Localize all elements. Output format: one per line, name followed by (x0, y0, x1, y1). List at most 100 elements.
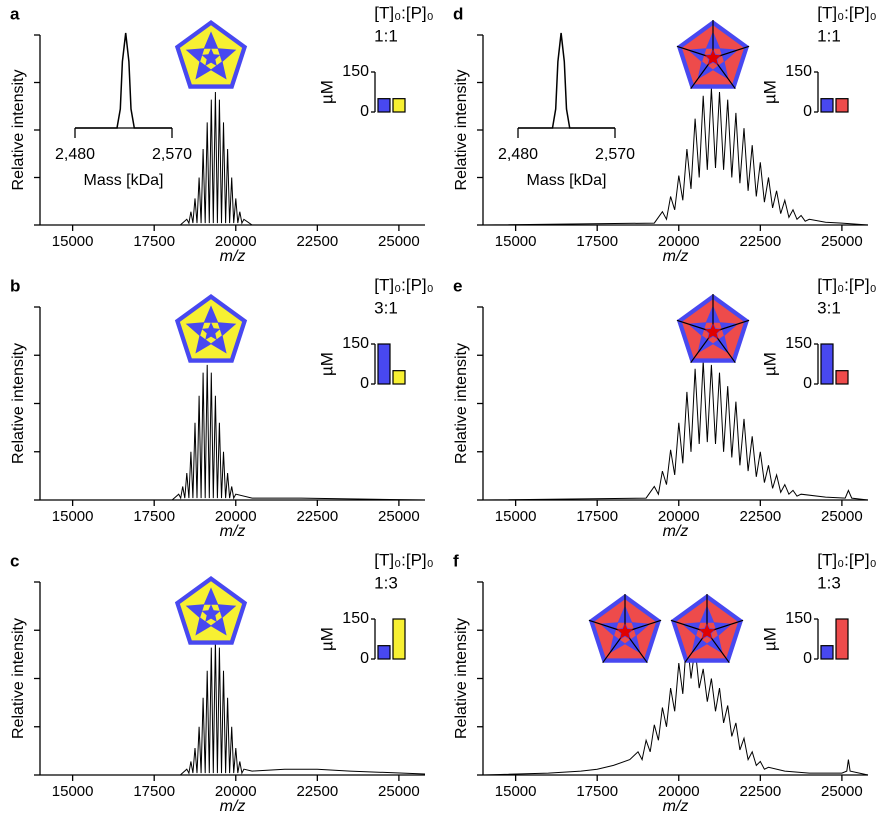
x-tick-label: 22500 (739, 233, 781, 250)
x-tick-label: 22500 (296, 233, 338, 250)
inset-bar (820, 645, 834, 660)
assembly-icon (174, 576, 248, 645)
x-tick-label: 15000 (495, 508, 537, 525)
assembly-icon (676, 20, 750, 90)
inset-bar (835, 618, 849, 660)
assembly-icon (676, 294, 750, 364)
y-axis-label: Relative intensity (453, 70, 470, 191)
inset-title: [T]₀:[P]₀ (817, 550, 876, 569)
inset-ratio: 1:3 (817, 573, 841, 592)
inset-title: [T]₀:[P]₀ (374, 3, 433, 22)
x-axis-label: m/z (220, 523, 246, 540)
x-tick-label: 15000 (495, 233, 537, 250)
x-tick-label: 15000 (52, 783, 94, 800)
spectrum-line (40, 364, 426, 501)
inset-x-label: Mass [kDa] (526, 172, 606, 189)
inset-ratio: 1:3 (374, 573, 398, 592)
panel-label: d (453, 4, 463, 23)
x-tick-label: 15000 (52, 508, 94, 525)
inset-title: [T]₀:[P]₀ (817, 275, 876, 294)
mass-peak (518, 32, 615, 129)
inset-y-label: µM (317, 80, 336, 104)
inset-bar (392, 98, 406, 113)
icon-center (617, 623, 633, 639)
x-tick-label: 17500 (576, 783, 618, 800)
panel-label: f (453, 551, 459, 570)
x-tick-label: 22500 (739, 508, 781, 525)
inset-y-label: µM (317, 627, 336, 651)
x-tick-label: 25000 (378, 508, 420, 525)
y-axis-label: Relative intensity (10, 618, 27, 739)
icon-center (699, 623, 715, 639)
assembly-icon (588, 594, 662, 664)
x-tick-label: 20000 (215, 233, 257, 250)
inset-y-label: µM (760, 352, 779, 376)
inset-bar (377, 343, 391, 385)
x-tick-label: 20000 (215, 508, 257, 525)
x-tick-label: 22500 (296, 508, 338, 525)
inset-y-tick-label: 0 (360, 650, 369, 667)
inset-ratio: 3:1 (374, 298, 398, 317)
panel-label: b (10, 276, 20, 295)
icon-center (705, 49, 721, 65)
inset-y-tick-label: 150 (785, 63, 812, 80)
y-axis-label: Relative intensity (453, 343, 470, 464)
assembly-icon (174, 20, 248, 89)
mass-peak (75, 32, 172, 129)
spectrum-line (482, 88, 869, 226)
x-axis-label: m/z (220, 798, 246, 815)
inset-x-tick-label: 2,570 (152, 146, 192, 163)
spectrum-line (482, 360, 869, 501)
inset-y-label: µM (760, 627, 779, 651)
x-tick-label: 15000 (52, 233, 94, 250)
icon-inner (201, 48, 221, 66)
inset-title: [T]₀:[P]₀ (817, 3, 876, 22)
y-axis-label: Relative intensity (10, 70, 27, 191)
inset-bar (820, 343, 834, 385)
inset-bar (392, 370, 406, 385)
x-axis-label: m/z (663, 523, 689, 540)
assembly-icon (174, 294, 248, 363)
inset-y-tick-label: 150 (342, 610, 369, 627)
inset-x-tick-label: 2,480 (498, 146, 538, 163)
inset-y-label: µM (760, 80, 779, 104)
inset-y-label: µM (317, 352, 336, 376)
inset-title: [T]₀:[P]₀ (374, 550, 433, 569)
x-tick-label: 20000 (215, 783, 257, 800)
spectrum-line (482, 635, 869, 776)
inset-ratio: 3:1 (817, 298, 841, 317)
spectrum-line (40, 639, 426, 776)
icon-inner (201, 322, 221, 340)
x-tick-label: 17500 (133, 783, 175, 800)
x-tick-label: 17500 (576, 233, 618, 250)
y-axis-label: Relative intensity (453, 618, 470, 739)
x-tick-label: 17500 (576, 508, 618, 525)
x-tick-label: 20000 (658, 783, 700, 800)
inset-x-tick-label: 2,480 (55, 146, 95, 163)
panel-label: a (10, 4, 20, 23)
inset-y-tick-label: 0 (803, 375, 812, 392)
inset-bar (835, 370, 849, 385)
inset-y-tick-label: 150 (342, 63, 369, 80)
inset-y-tick-label: 0 (360, 375, 369, 392)
inset-ratio: 1:1 (817, 26, 841, 45)
x-axis-label: m/z (663, 248, 689, 265)
x-tick-label: 25000 (378, 783, 420, 800)
inset-bar (377, 645, 391, 660)
inset-bar (392, 618, 406, 660)
x-tick-label: 22500 (739, 783, 781, 800)
x-tick-label: 20000 (658, 508, 700, 525)
panel-label: e (453, 276, 462, 295)
panel-label: c (10, 551, 19, 570)
inset-y-tick-label: 0 (803, 650, 812, 667)
x-tick-label: 25000 (378, 233, 420, 250)
inset-title: [T]₀:[P]₀ (374, 275, 433, 294)
inset-bar (377, 98, 391, 113)
x-tick-label: 22500 (296, 783, 338, 800)
x-tick-label: 17500 (133, 233, 175, 250)
inset-y-tick-label: 150 (785, 610, 812, 627)
inset-x-label: Mass [kDa] (83, 172, 163, 189)
spectrum-line (40, 91, 425, 226)
x-axis-label: m/z (663, 798, 689, 815)
